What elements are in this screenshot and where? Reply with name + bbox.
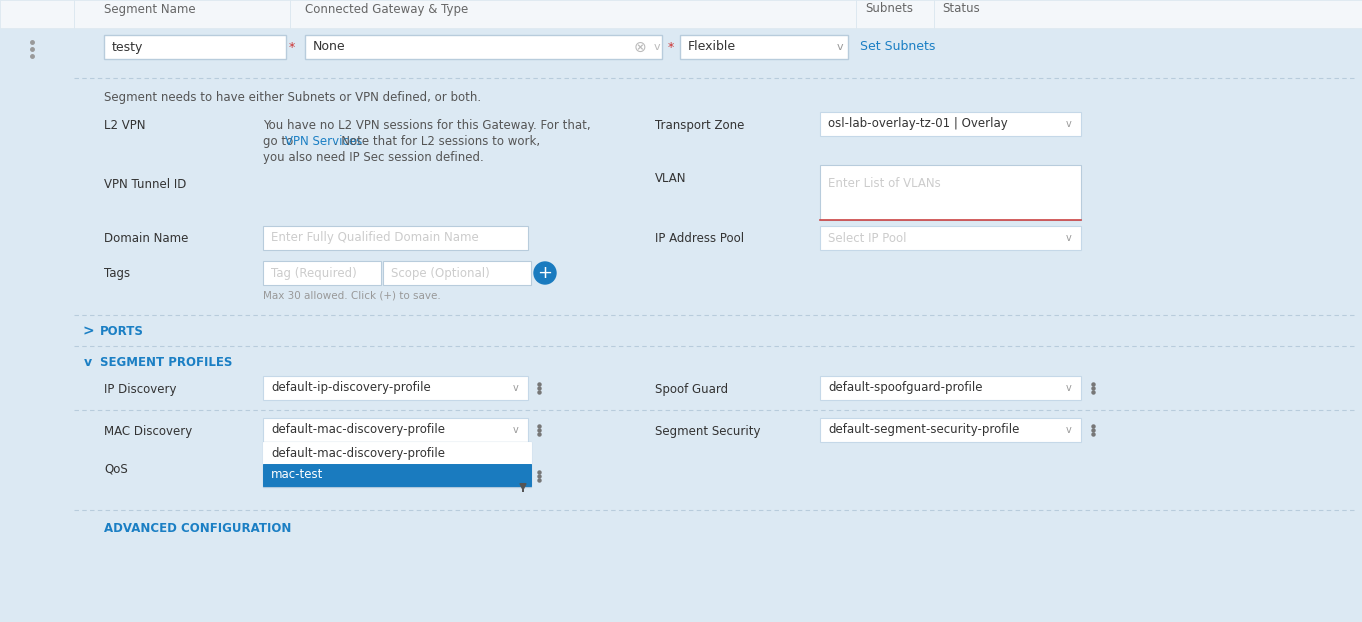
Bar xyxy=(820,418,1081,442)
Bar xyxy=(820,165,1081,220)
Text: Enter List of VLANs: Enter List of VLANs xyxy=(828,177,941,190)
Bar xyxy=(263,261,381,285)
Text: SEGMENT PROFILES: SEGMENT PROFILES xyxy=(99,356,233,369)
Text: Segment needs to have either Subnets or VPN defined, or both.: Segment needs to have either Subnets or … xyxy=(104,91,481,104)
Text: Status: Status xyxy=(943,2,979,16)
Text: Tag (Required): Tag (Required) xyxy=(271,266,357,279)
Text: Select IP Pool: Select IP Pool xyxy=(828,231,907,244)
Bar xyxy=(263,418,528,442)
Bar xyxy=(305,35,662,59)
Bar xyxy=(0,0,1362,28)
Text: +: + xyxy=(538,264,553,282)
Text: testy: testy xyxy=(112,40,143,53)
Text: default-ip-discovery-profile: default-ip-discovery-profile xyxy=(271,381,430,394)
Bar xyxy=(263,442,531,487)
Text: v: v xyxy=(1066,425,1072,435)
Text: v: v xyxy=(1066,119,1072,129)
Circle shape xyxy=(534,262,556,284)
Text: >: > xyxy=(82,324,94,338)
Text: PORTS: PORTS xyxy=(99,325,144,338)
Text: ⊗: ⊗ xyxy=(633,40,647,55)
Text: VPN Services: VPN Services xyxy=(285,135,362,148)
Bar xyxy=(383,261,531,285)
Text: v: v xyxy=(1066,383,1072,393)
Bar xyxy=(263,442,531,464)
Text: default-mac-discovery-profile: default-mac-discovery-profile xyxy=(271,424,445,437)
Text: IP Discovery: IP Discovery xyxy=(104,383,177,396)
Text: IP Address Pool: IP Address Pool xyxy=(655,232,744,245)
Text: *: * xyxy=(667,40,674,53)
Bar xyxy=(104,35,286,59)
Text: VPN Tunnel ID: VPN Tunnel ID xyxy=(104,178,187,191)
Text: Set Subnets: Set Subnets xyxy=(859,40,936,53)
Bar xyxy=(680,35,849,59)
Text: v: v xyxy=(513,425,519,435)
Text: Tags: Tags xyxy=(104,267,131,280)
Text: default-segment-security-profile: default-segment-security-profile xyxy=(828,424,1019,437)
Text: You have no L2 VPN sessions for this Gateway. For that,: You have no L2 VPN sessions for this Gat… xyxy=(263,119,591,132)
Text: v: v xyxy=(513,383,519,393)
Text: Transport Zone: Transport Zone xyxy=(655,119,745,132)
Text: QoS: QoS xyxy=(104,463,128,476)
Text: *: * xyxy=(289,40,296,53)
Text: default-spoofguard-profile: default-spoofguard-profile xyxy=(828,381,982,394)
Bar xyxy=(74,28,1362,70)
Text: v: v xyxy=(836,42,843,52)
Text: v: v xyxy=(654,42,661,52)
Text: Max 30 allowed. Click (+) to save.: Max 30 allowed. Click (+) to save. xyxy=(263,291,441,301)
Text: Connected Gateway & Type: Connected Gateway & Type xyxy=(305,2,469,16)
Text: Spoof Guard: Spoof Guard xyxy=(655,383,729,396)
Text: v: v xyxy=(84,356,93,368)
Bar xyxy=(820,112,1081,136)
Text: Segment Name: Segment Name xyxy=(104,2,196,16)
Bar xyxy=(820,226,1081,250)
Text: Flexible: Flexible xyxy=(688,40,735,53)
Text: MAC Discovery: MAC Discovery xyxy=(104,425,192,438)
Bar xyxy=(263,464,531,486)
Bar xyxy=(820,376,1081,400)
Bar xyxy=(263,376,528,400)
Text: ADVANCED CONFIGURATION: ADVANCED CONFIGURATION xyxy=(104,522,291,535)
Text: L2 VPN: L2 VPN xyxy=(104,119,146,132)
Text: osl-lab-overlay-tz-01 | Overlay: osl-lab-overlay-tz-01 | Overlay xyxy=(828,118,1008,131)
Text: Subnets: Subnets xyxy=(865,2,913,16)
Text: Segment Security: Segment Security xyxy=(655,425,760,438)
Text: you also need IP Sec session defined.: you also need IP Sec session defined. xyxy=(263,151,484,164)
Text: Domain Name: Domain Name xyxy=(104,232,188,245)
Text: mac-test: mac-test xyxy=(271,468,323,481)
Text: Scope (Optional): Scope (Optional) xyxy=(391,266,490,279)
Text: default-mac-discovery-profile: default-mac-discovery-profile xyxy=(271,447,445,460)
Text: VLAN: VLAN xyxy=(655,172,686,185)
Text: go to: go to xyxy=(263,135,297,148)
Text: v: v xyxy=(1066,233,1072,243)
Text: . Note that for L2 sessions to work,: . Note that for L2 sessions to work, xyxy=(330,135,541,148)
Bar xyxy=(263,226,528,250)
Bar xyxy=(0,28,1362,70)
Text: Enter Fully Qualified Domain Name: Enter Fully Qualified Domain Name xyxy=(271,231,479,244)
Text: None: None xyxy=(313,40,346,53)
